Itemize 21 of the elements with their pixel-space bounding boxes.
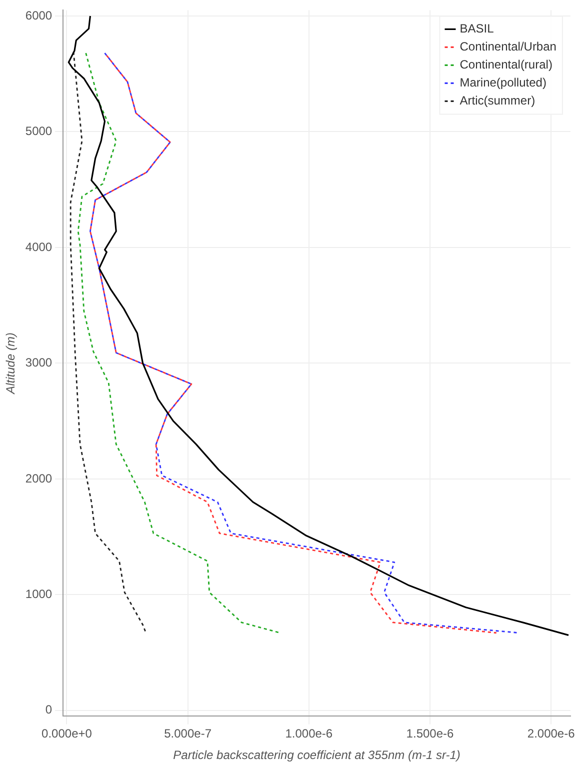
legend-label: BASIL — [460, 22, 494, 36]
x-tick-label: 2.000e-6 — [527, 726, 576, 741]
y-axis-title: Altitude (m) — [4, 332, 18, 395]
x-tick-label: 0.000e+0 — [42, 726, 92, 741]
x-tick-label: 5.000e-7 — [164, 726, 212, 741]
x-tick-label: 1.000e-6 — [285, 726, 333, 741]
y-tick-label: 5000 — [25, 124, 52, 138]
legend-label: Artic(summer) — [460, 94, 536, 108]
y-tick-label: 4000 — [25, 240, 52, 254]
legend-label: Continental/Urban — [460, 40, 556, 54]
line-series — [77, 52, 281, 634]
y-tick-label: 3000 — [25, 356, 52, 370]
x-axis-title: Particle backscattering coefficient at 355nm (m-1 sr-1) — [173, 748, 460, 762]
x-tick-label: 1.500e-6 — [406, 726, 454, 741]
line-series — [70, 51, 147, 634]
y-tick-label: 2000 — [25, 471, 52, 486]
legend-label: Continental(rural) — [460, 58, 552, 72]
y-tick-label: 1000 — [25, 586, 52, 601]
legend-label: Marine(polluted) — [460, 76, 546, 90]
y-tick-label: 0 — [45, 702, 52, 717]
y-tick-label: 6000 — [25, 8, 52, 22]
